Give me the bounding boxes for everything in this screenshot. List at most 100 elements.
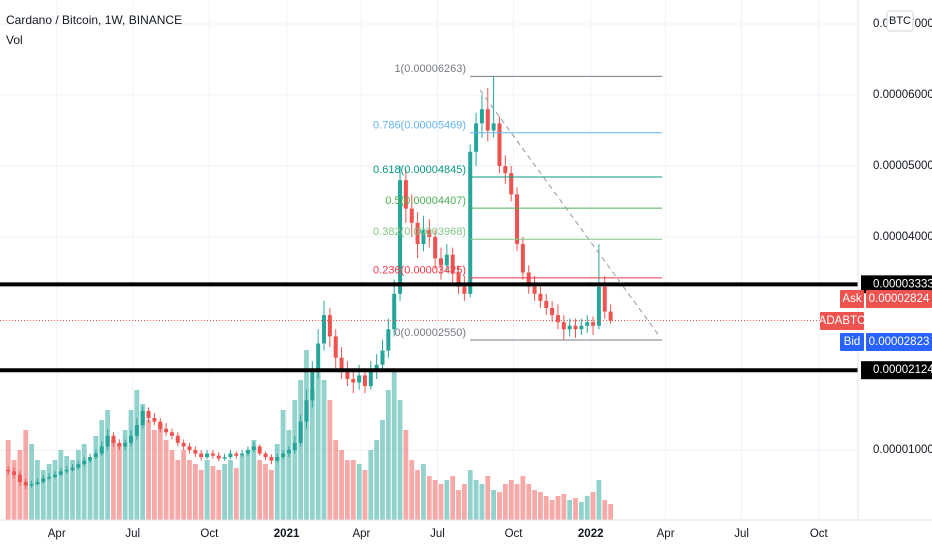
volume-bar: [175, 460, 181, 520]
candle-body: [17, 474, 22, 482]
volume-label: Vol: [6, 33, 23, 47]
ask-label-box: [840, 290, 864, 308]
candle-body: [164, 428, 169, 433]
level-tag-label: 0.00002124: [873, 364, 932, 376]
volume-bar: [64, 456, 70, 520]
candle-body: [327, 315, 332, 337]
volume-bar: [187, 460, 192, 520]
candle-body: [333, 336, 338, 358]
volume-bar: [432, 480, 438, 520]
volume-bar: [315, 370, 321, 520]
volume-bar: [239, 456, 245, 520]
candle-body: [398, 180, 403, 294]
volume-bar: [467, 470, 473, 520]
volume-bar: [543, 496, 549, 520]
candle-body: [357, 375, 362, 383]
volume-bar: [608, 504, 614, 520]
volume-bar: [192, 464, 198, 520]
level-tag: [861, 275, 932, 294]
currency-button[interactable]: [886, 10, 914, 32]
x-tick-label: 2021: [274, 528, 300, 540]
candle-body: [234, 453, 239, 456]
volume-bar: [561, 494, 567, 520]
candle-body: [64, 469, 69, 472]
volume-bar: [380, 420, 385, 520]
candle-body: [169, 432, 174, 436]
candle-body: [538, 293, 543, 301]
volume-bar: [169, 450, 175, 520]
candle-body: [339, 357, 344, 372]
candle-body: [520, 244, 525, 273]
volume-bar: [251, 440, 257, 520]
y-tick-label: 0.00006000: [873, 89, 932, 101]
candle-body: [6, 469, 11, 472]
candle-body: [93, 453, 98, 458]
y-tick-label: 0.00004000: [873, 231, 932, 243]
volume-bar: [23, 430, 29, 520]
candle-body: [573, 325, 578, 330]
volume-bar: [438, 484, 444, 520]
level-tag: [861, 361, 932, 380]
ask-label: Ask: [842, 293, 861, 305]
candle-body: [111, 435, 116, 443]
y-tick-label: 0.00001000: [873, 444, 932, 456]
candle-body: [555, 315, 560, 323]
volume-bar: [532, 490, 537, 520]
volume-bar: [473, 480, 479, 520]
candle-body: [550, 307, 555, 316]
bid-price-box: [866, 333, 932, 351]
volume-bar: [444, 480, 450, 520]
candle-body: [497, 123, 502, 166]
symbol-label-box: [820, 312, 864, 330]
bid-label: Bid: [844, 336, 861, 348]
y-tick-label: 0.00005000: [873, 160, 932, 172]
volume-bar: [339, 450, 344, 520]
volume-bar: [409, 460, 415, 520]
volume-bar: [456, 490, 461, 520]
volume-bar: [40, 470, 46, 520]
fib-label: 1(0.00006263): [394, 63, 466, 75]
candle-body: [479, 109, 484, 124]
volume-bar: [81, 444, 87, 520]
volume-bar: [228, 460, 233, 520]
candle-body: [450, 254, 455, 273]
candle-body: [298, 421, 303, 443]
candle-body: [585, 322, 590, 326]
candle-body: [286, 449, 291, 454]
fib-label: 0.382(0.00003968): [373, 226, 466, 238]
volume-bar: [415, 470, 420, 520]
volume-bar: [368, 450, 374, 520]
volume-bar: [526, 484, 532, 520]
candle-body: [105, 435, 110, 447]
x-tick-label: Oct: [505, 528, 524, 540]
candle-body: [181, 442, 186, 447]
candle-body: [52, 474, 57, 477]
candle-body: [456, 272, 461, 287]
volume-bar: [573, 498, 578, 520]
volume-bar: [602, 500, 608, 520]
candle-body: [462, 286, 467, 294]
candle-body: [421, 229, 426, 245]
candle-body: [591, 322, 596, 326]
volume-bar: [280, 410, 286, 520]
level-tag-label: 0.00003333: [873, 278, 932, 290]
candle-body: [35, 481, 40, 485]
candle-body: [392, 293, 397, 330]
candle-body: [532, 286, 537, 294]
volume-bar: [309, 390, 315, 520]
candle-body: [257, 446, 262, 454]
candle-body: [269, 457, 274, 461]
volume-bar: [292, 400, 298, 520]
candle-body: [526, 272, 531, 287]
price-axis: [858, 0, 932, 550]
candle-body: [205, 453, 210, 458]
candle-body: [123, 442, 128, 447]
currency-button-label[interactable]: BTC: [889, 15, 911, 27]
volume-bar: [298, 380, 304, 520]
volume-bar: [210, 466, 216, 520]
candle-body: [322, 315, 327, 344]
volume-bar: [403, 430, 409, 520]
volume-bar: [321, 380, 327, 520]
volume-bar: [11, 460, 17, 520]
